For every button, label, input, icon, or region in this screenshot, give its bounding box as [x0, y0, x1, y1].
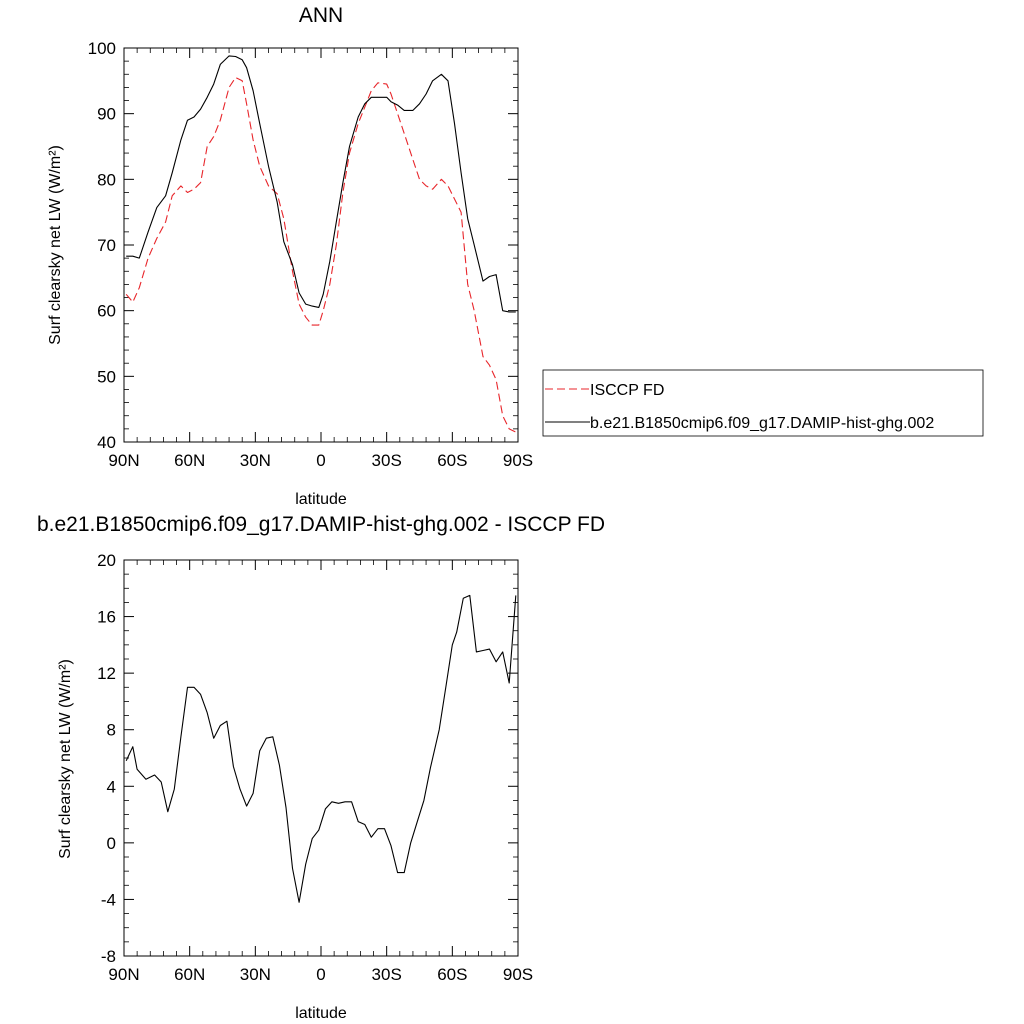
- x-tick-label: 30S: [372, 965, 402, 984]
- x-tick-label: 90N: [108, 451, 139, 470]
- y-tick-label: -8: [101, 947, 116, 966]
- panel-title: ANN: [299, 4, 343, 27]
- x-axis-title: latitude: [295, 491, 347, 508]
- y-axis-title: Surf clearsky net LW (W/m²): [57, 659, 74, 859]
- x-axis-title: latitude: [295, 1005, 347, 1022]
- y-tick-label: 8: [107, 721, 116, 740]
- legend-label-model: b.e21.B1850cmip6.f09_g17.DAMIP-hist-ghg.…: [590, 415, 934, 432]
- annual-zonal-mean-panel: ANN 90N 60N 30N 0 30S 60S 90S 40 50 60 70 80 90 100 l…: [47, 4, 533, 508]
- x-tick-label: 60N: [174, 965, 205, 984]
- y-tick-label: 60: [97, 302, 116, 321]
- y-tick-label: 50: [97, 367, 116, 386]
- legend: ISCCP FD b.e21.B1850cmip6.f09_g17.DAMIP-…: [542, 369, 984, 437]
- y-axis-title: Surf clearsky net LW (W/m²): [47, 145, 64, 345]
- x-tick-label: 30S: [372, 451, 402, 470]
- x-tick-label: 30N: [240, 965, 271, 984]
- x-tick-label: 90S: [503, 965, 533, 984]
- plot-frame: [123, 47, 519, 443]
- panel-title: b.e21.B1850cmip6.f09_g17.DAMIP-hist-ghg.…: [37, 513, 605, 536]
- y-tick-label: 20: [97, 551, 116, 570]
- x-tick-label: 30N: [240, 451, 271, 470]
- x-tick-label: 60S: [437, 451, 467, 470]
- y-tick-label: 70: [97, 236, 116, 255]
- x-tick-label: 90N: [108, 965, 139, 984]
- y-tick-label: 4: [107, 777, 116, 796]
- x-tick-label: 90S: [503, 451, 533, 470]
- legend-label-isccp: ISCCP FD: [590, 382, 664, 399]
- x-tick-label: 0: [316, 451, 325, 470]
- y-tick-label: 12: [97, 664, 116, 683]
- y-tick-label: 16: [97, 608, 116, 627]
- series-line-1: [126, 55, 516, 313]
- x-tick-label: 0: [316, 965, 325, 984]
- plot-area: 90N 60N 30N 0 30S 60S 90S 40 50 60 70 80 90 100: [88, 39, 534, 470]
- x-tick-label: 60S: [437, 965, 467, 984]
- y-tick-label: -4: [101, 890, 116, 909]
- y-tick-label: 100: [88, 39, 116, 58]
- y-tick-label: 80: [97, 170, 116, 189]
- x-tick-label: 60N: [174, 451, 205, 470]
- plot-area: 90N 60N 30N 0 30S 60S 90S -8 -4 0 4 8 12 16 20: [97, 551, 533, 984]
- y-tick-label: 40: [97, 433, 116, 452]
- difference-panel: b.e21.B1850cmip6.f09_g17.DAMIP-hist-ghg.…: [37, 513, 605, 1022]
- y-tick-label: 90: [97, 105, 116, 124]
- series-line-0: [125, 594, 517, 903]
- series-line-0: [125, 76, 517, 433]
- y-tick-label: 0: [107, 834, 116, 853]
- legend-box: [542, 369, 984, 437]
